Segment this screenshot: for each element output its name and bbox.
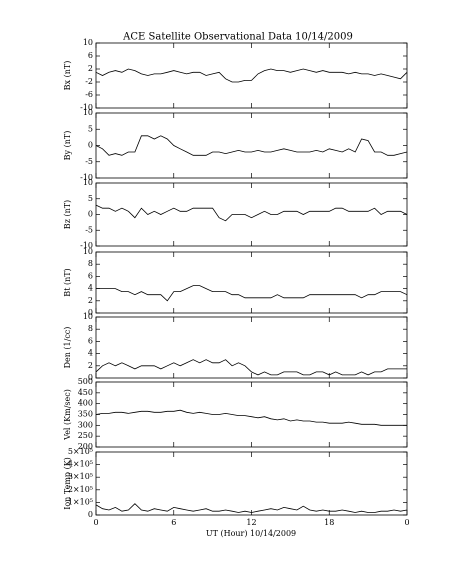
y-axis-label: Bt (nT) (63, 268, 72, 296)
y-tick-label: 0 (88, 141, 93, 150)
y-tick-label: 10 (83, 38, 93, 47)
panel-frame (95, 381, 408, 448)
y-tick-label: 200 (78, 442, 93, 451)
y-tick-label: 0 (88, 373, 93, 382)
y-tick-label: 8 (88, 259, 93, 268)
y-tick-label: 450 (78, 388, 93, 397)
y-tick-label: 0 (88, 308, 93, 317)
y-tick-label: 2 (88, 64, 93, 73)
x-tick-label: 0 (404, 518, 409, 527)
y-tick-label: 0 (88, 210, 93, 219)
data-line (95, 204, 408, 222)
data-line (95, 68, 408, 83)
y-tick-label: 4 (88, 349, 93, 358)
y-tick-label: 3×10⁵ (68, 472, 93, 481)
y-tick-label: 6 (88, 51, 93, 60)
panel-frame (95, 42, 408, 109)
y-tick-label: 8 (88, 324, 93, 333)
y-tick-label: 300 (78, 420, 93, 429)
x-tick-label: 6 (171, 518, 176, 527)
y-tick-label: 6 (88, 271, 93, 280)
y-tick-label: 2 (88, 296, 93, 305)
y-tick-label: 6 (88, 336, 93, 345)
y-axis-label: Vel (Km/sec) (63, 389, 72, 441)
y-tick-label: 10 (83, 312, 93, 321)
x-axis-label: UT (Hour) 10/14/2009 (206, 529, 296, 538)
y-tick-label: -5 (85, 157, 93, 166)
y-axis-label: Ion Temp (K) (63, 457, 72, 510)
y-axis-label: Bx (nT) (63, 61, 72, 91)
y-tick-label: -10 (80, 103, 93, 112)
x-tick-label: 0 (93, 518, 98, 527)
x-tick-label: 12 (246, 518, 256, 527)
panel-frame (95, 112, 408, 179)
x-tick-label: 18 (324, 518, 334, 527)
data-line (95, 359, 407, 376)
y-tick-label: -10 (80, 173, 93, 182)
y-tick-label: 5×10⁵ (68, 447, 93, 456)
y-tick-label: 10 (83, 247, 93, 256)
y-tick-label: 500 (78, 377, 93, 386)
y-tick-label: 5 (88, 124, 93, 133)
y-tick-label: 350 (78, 410, 93, 419)
y-tick-label: -6 (85, 90, 93, 99)
y-axis-label: Den (1/cc) (63, 327, 72, 369)
y-tick-label: -10 (80, 241, 93, 250)
y-tick-label: 1×10⁵ (68, 497, 93, 506)
panel-frame (95, 182, 408, 247)
y-tick-label: 0 (88, 510, 93, 519)
data-line (95, 503, 408, 513)
y-tick-label: -2 (85, 77, 93, 86)
y-tick-label: 4 (88, 284, 93, 293)
y-tick-label: 5 (88, 194, 93, 203)
panel-frame (95, 451, 408, 516)
y-tick-label: 4×10⁵ (68, 460, 93, 469)
y-tick-label: 250 (78, 431, 93, 440)
y-tick-label: -5 (85, 225, 93, 234)
y-tick-label: 2 (88, 361, 93, 370)
data-line (95, 409, 407, 426)
data-line (96, 285, 408, 302)
y-axis-label: Bz (nT) (63, 200, 72, 229)
chart-title: ACE Satellite Observational Data 10/14/2… (122, 32, 353, 43)
y-tick-label: 10 (83, 178, 93, 187)
panel-frame (95, 251, 408, 314)
y-tick-label: 10 (83, 108, 93, 117)
y-tick-label: 400 (78, 399, 93, 408)
y-axis-label: By (nT) (63, 131, 72, 161)
data-line (95, 135, 408, 156)
panel-frame (95, 316, 408, 379)
y-tick-label: 2×10⁵ (68, 485, 93, 494)
